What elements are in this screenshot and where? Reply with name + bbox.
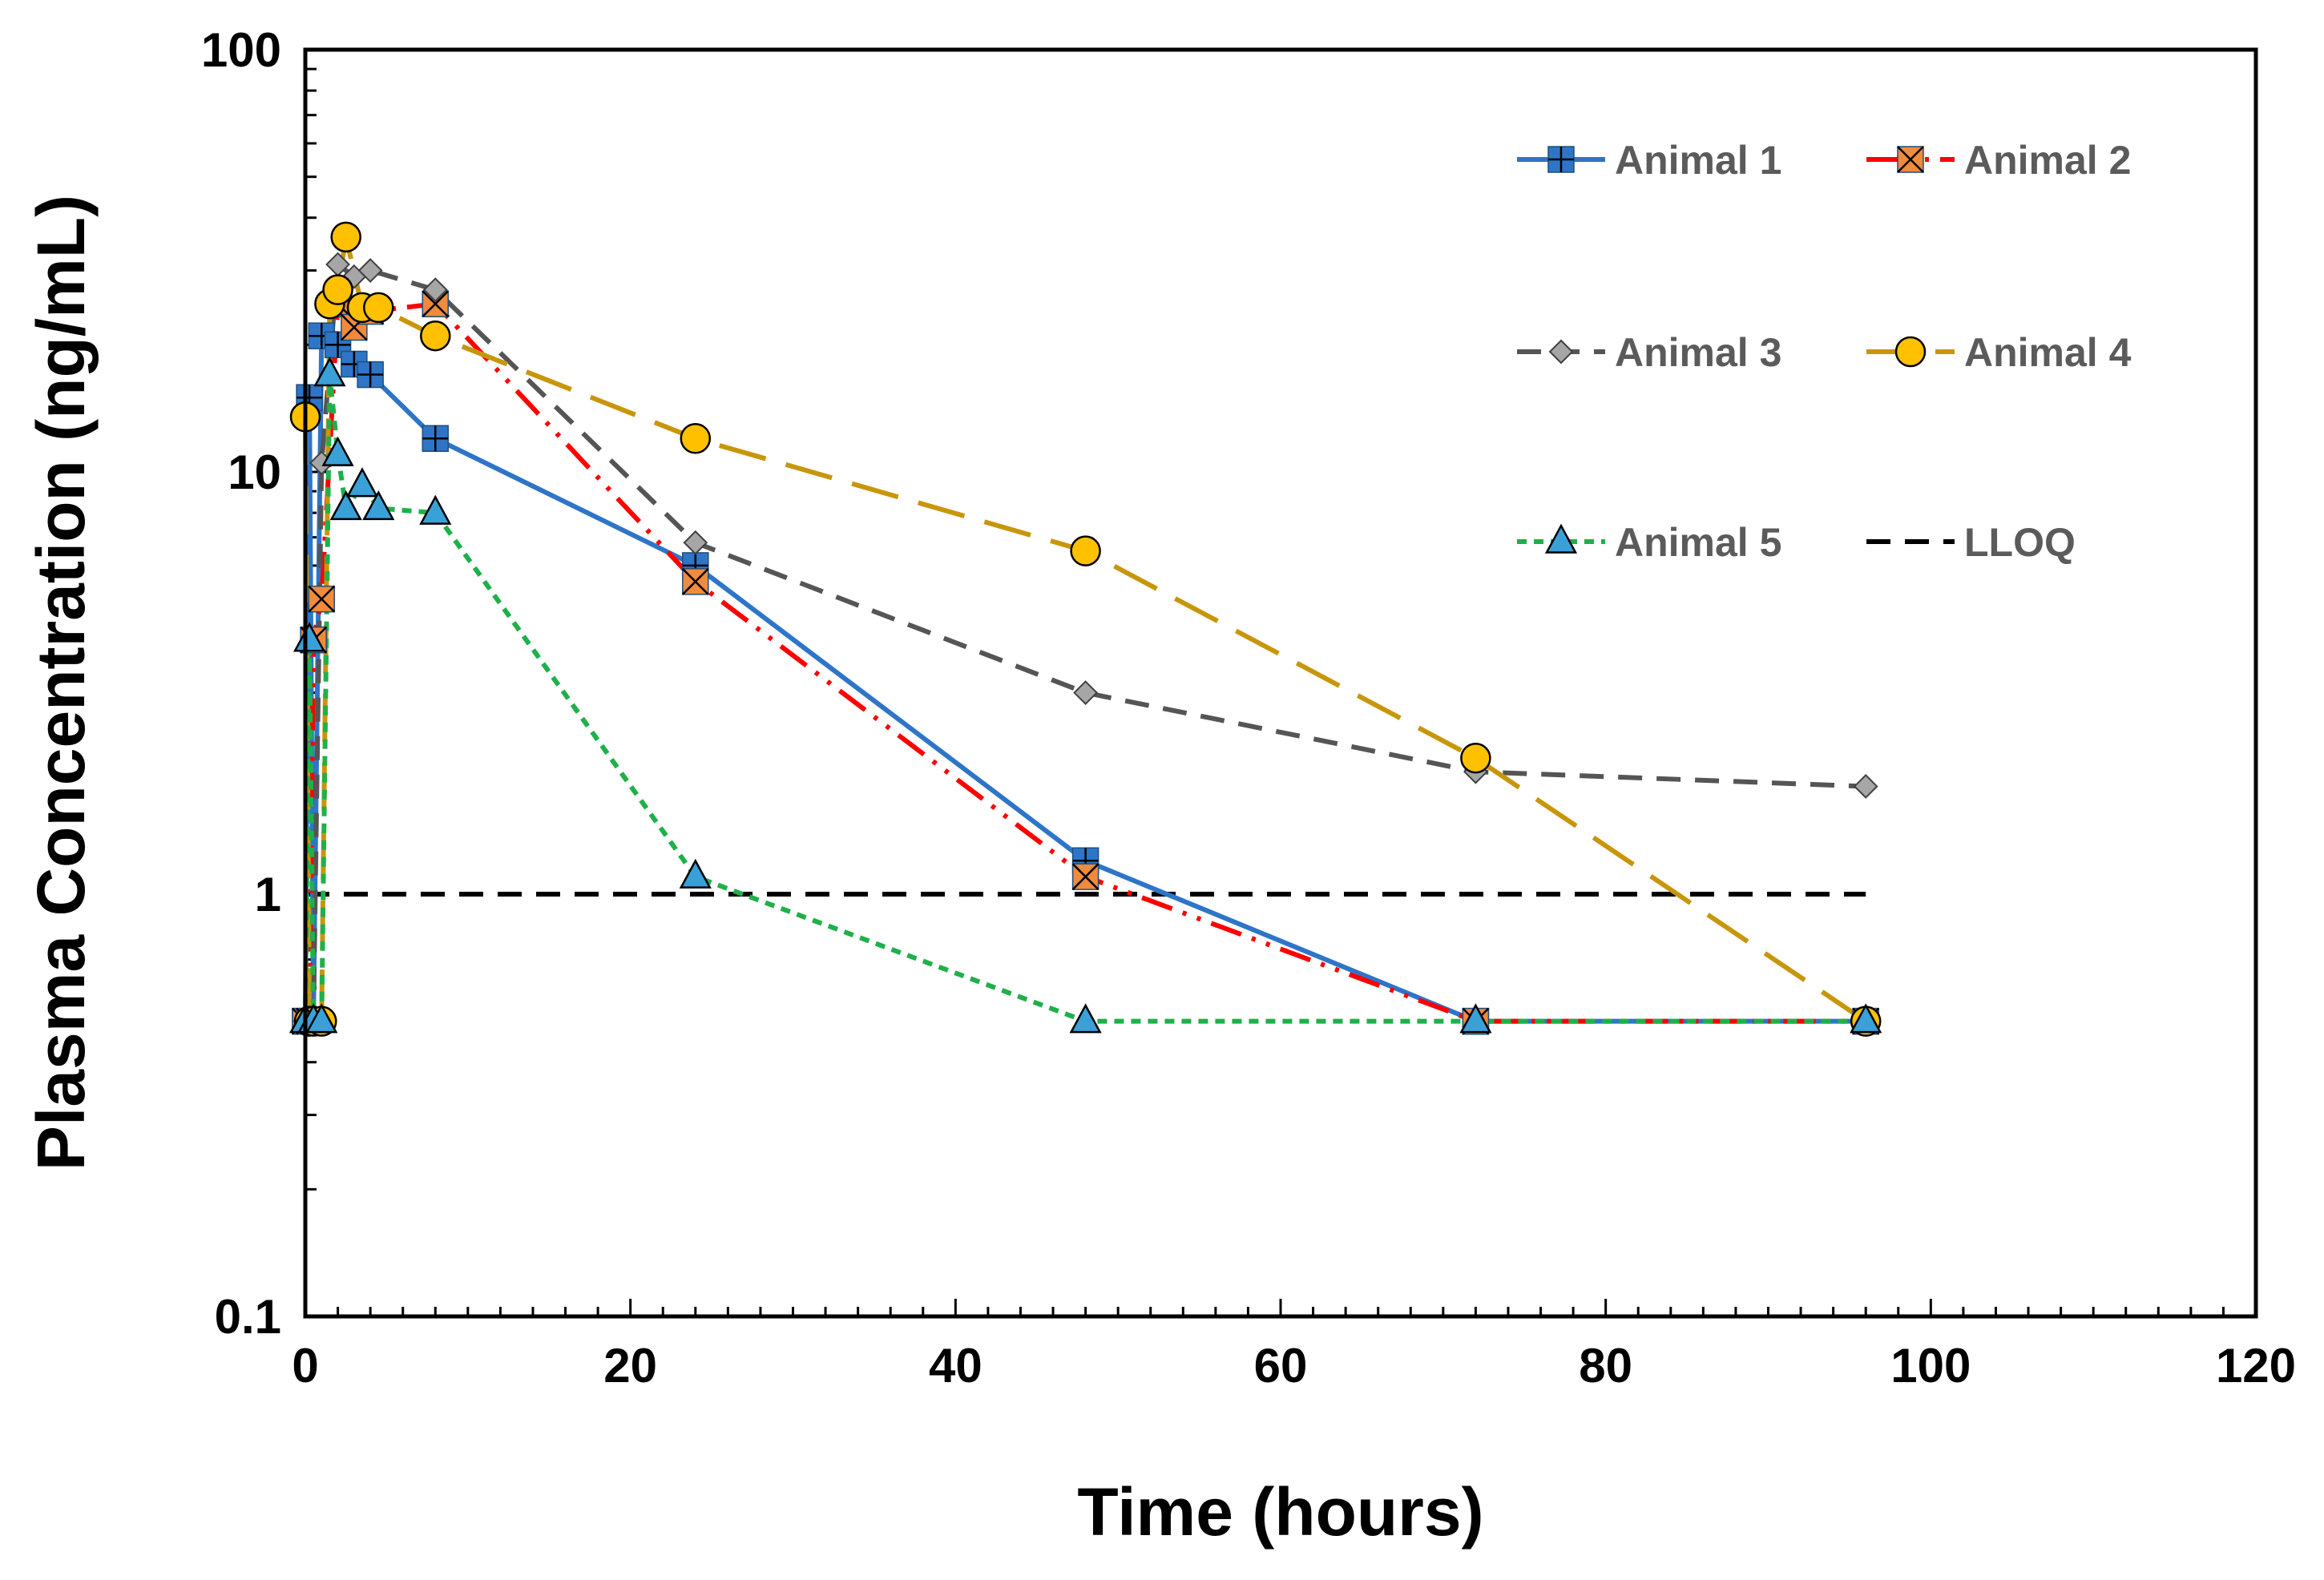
- x-tick-label: 100: [1890, 1339, 1971, 1393]
- data-point: [680, 423, 712, 454]
- legend-item: Animal 1: [1517, 138, 1781, 183]
- x-tick-label: 120: [2216, 1339, 2296, 1393]
- x-tick-label: 80: [1579, 1339, 1632, 1393]
- data-point: [357, 258, 383, 283]
- data-point: [345, 467, 379, 498]
- legend: Animal 1 Animal 2 Animal 3 Animal 4 Animal 5…: [1517, 138, 2132, 565]
- legend-marker: [1897, 146, 1924, 173]
- legend-item: Animal 5: [1517, 520, 1781, 565]
- x-tick-label: 0: [292, 1339, 318, 1393]
- data-point: [305, 1003, 338, 1034]
- data-point: [1073, 680, 1099, 705]
- y-tick-label: 1: [255, 868, 281, 921]
- legend-label: LLOQ: [1964, 520, 2076, 565]
- data-point: [321, 436, 354, 466]
- plot-area-frame: [303, 47, 2258, 1319]
- y-tick-label: 100: [201, 23, 281, 77]
- legend-item: Animal 2: [1866, 138, 2131, 183]
- data-point: [1459, 1003, 1492, 1034]
- x-tick-label: 20: [603, 1339, 657, 1393]
- legend-marker: [1544, 523, 1578, 554]
- data-point: [681, 567, 709, 595]
- data-point: [422, 425, 450, 453]
- data-point: [1460, 742, 1491, 774]
- data-point: [1069, 1003, 1102, 1034]
- legend-marker: [1547, 146, 1575, 173]
- axis-labels: 0 20 40 60 80 100 120 0.1 1 10 100: [201, 23, 2296, 1393]
- data-point: [330, 221, 361, 253]
- data-point: [313, 357, 346, 387]
- y-axis-title: Plasma Concentration (ng/mL): [23, 195, 99, 1171]
- legend-marker: [1548, 339, 1574, 365]
- data-point: [362, 490, 395, 521]
- legend-label: Animal 5: [1615, 520, 1781, 565]
- data-point: [1850, 1003, 1882, 1034]
- data-point: [419, 494, 452, 525]
- data-point: [329, 490, 362, 521]
- data-point: [357, 361, 384, 389]
- data-point: [1070, 535, 1101, 566]
- data-point: [422, 277, 448, 303]
- x-tick-label: 60: [1254, 1339, 1308, 1393]
- legend-item: Animal 3: [1517, 330, 1781, 375]
- y-tick-label: 10: [228, 445, 281, 499]
- y-tick-label: 0.1: [215, 1290, 281, 1344]
- legend-label: Animal 3: [1615, 330, 1781, 375]
- legend-marker: [1894, 336, 1927, 368]
- data-point: [679, 858, 712, 889]
- data-point: [422, 290, 450, 318]
- legend-label: Animal 4: [1964, 330, 2132, 375]
- legend-item: Animal 4: [1866, 330, 2132, 375]
- x-tick-label: 40: [929, 1339, 982, 1393]
- x-axis-title: Time (hours): [1077, 1474, 1483, 1550]
- legend-label: Animal 1: [1615, 138, 1781, 183]
- legend-item: LLOQ: [1866, 520, 2076, 565]
- data-point: [420, 320, 451, 352]
- series-line-animal-4: [303, 234, 1867, 1024]
- data-point: [1853, 774, 1878, 799]
- data-point: [363, 292, 394, 324]
- data-point: [1071, 863, 1099, 891]
- data-point: [322, 274, 353, 305]
- data-point: [308, 585, 336, 613]
- data-point: [683, 530, 708, 555]
- legend-label: Animal 2: [1964, 138, 2131, 183]
- data-point: [293, 622, 326, 652]
